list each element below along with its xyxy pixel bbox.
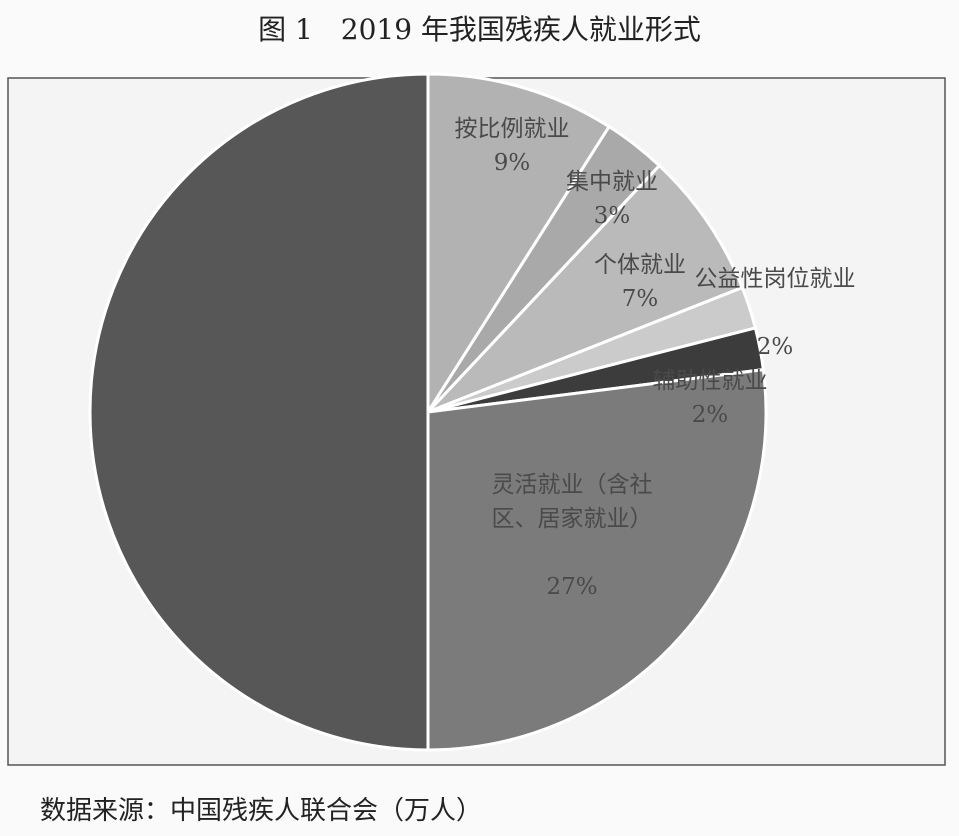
value-label: 2% <box>691 402 729 428</box>
slice-label: 灵活就业（含社区、居家就业） <box>491 472 653 532</box>
value-label: 7% <box>621 286 659 312</box>
pie-slice <box>426 72 612 418</box>
slice-label: 按比例就业 <box>454 116 570 142</box>
pie-slice <box>426 367 768 752</box>
value-label: 2% <box>756 334 794 360</box>
pie-slice <box>88 72 430 752</box>
value-label: 9% <box>493 150 531 176</box>
slice-label: 集中就业 <box>566 169 658 195</box>
chart-title: 图 1 2019 年我国残疾人就业形式 <box>258 13 701 46</box>
slice-label: 辅助性就业 <box>652 368 768 394</box>
pie-slice <box>426 163 745 414</box>
slice-label: 公益性岗位就业 <box>694 266 856 292</box>
value-label: 3% <box>593 203 631 229</box>
value-label: 27% <box>546 574 598 600</box>
source-note: 数据来源：中国残疾人联合会（万人） <box>40 796 483 826</box>
slice-label: 个体就业 <box>594 252 686 278</box>
